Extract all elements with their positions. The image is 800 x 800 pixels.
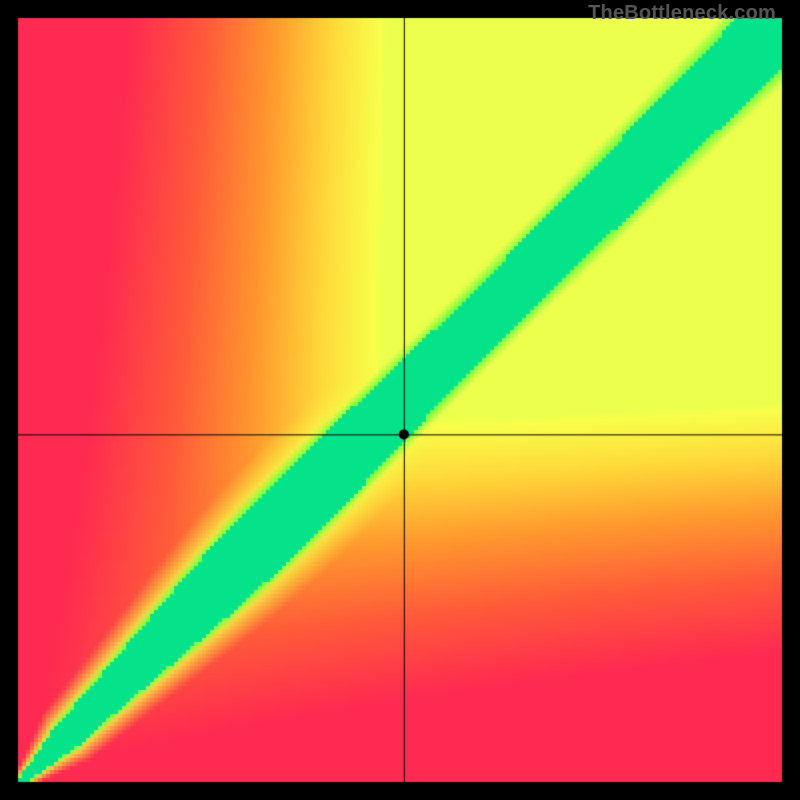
watermark-text: TheBottleneck.com: [588, 2, 776, 25]
figure-root: TheBottleneck.com: [0, 0, 800, 800]
heatmap-canvas: [0, 0, 800, 800]
